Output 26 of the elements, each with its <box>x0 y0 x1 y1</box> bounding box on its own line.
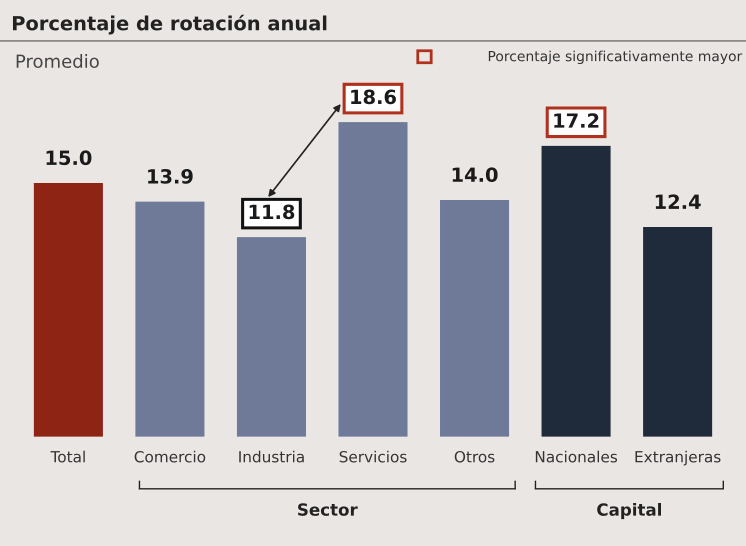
data-label: 13.9 <box>148 169 193 184</box>
annotation: 18.6 <box>351 90 396 104</box>
bar <box>135 202 204 437</box>
x-tick-label: Total <box>50 450 85 463</box>
x-tick-label: Otros <box>454 450 494 463</box>
x-tick-label: Industria <box>239 450 304 463</box>
chart-subtitle: Promedio <box>16 54 99 68</box>
bar <box>236 237 306 437</box>
text: Sector <box>298 503 358 516</box>
bar <box>542 146 611 437</box>
x-tick-label: Nacionales <box>536 450 618 463</box>
x-tick-label: Comercio <box>134 450 206 463</box>
data-label: 12.4 <box>656 194 701 209</box>
text: Capital <box>597 502 662 520</box>
data-label: 15.0 <box>46 150 92 166</box>
data-label: 14.0 <box>452 167 498 182</box>
chart-title: Porcentaje de rotación anual <box>12 14 326 34</box>
bar <box>34 183 103 437</box>
text: Porcentaje significativamente mayor <box>488 50 742 64</box>
bar <box>643 227 712 437</box>
annotation: 17.2 <box>554 113 598 128</box>
annotation: 11.8 <box>250 204 294 220</box>
x-tick-label: Servicios <box>340 450 407 463</box>
bar <box>440 200 510 437</box>
bar <box>338 122 408 437</box>
x-tick-label: Extranjeras <box>635 450 720 466</box>
